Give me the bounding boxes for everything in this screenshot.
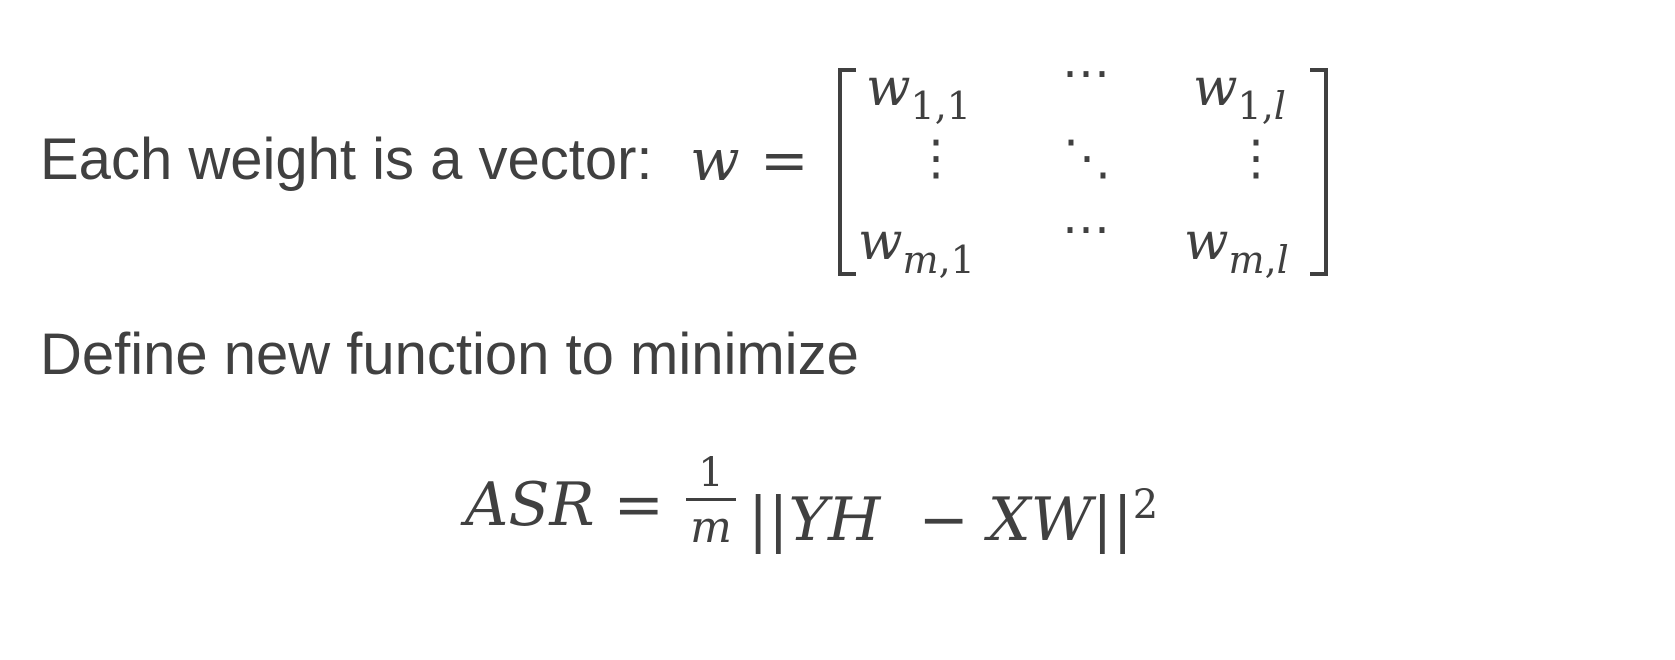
matrix-cell-subscript-var: l [1273,84,1286,128]
norm-close: || [1092,485,1133,555]
matrix-vdots-left: ⋮ [912,130,960,186]
minus-sign: − [918,485,969,555]
term-yh: YH [788,485,881,555]
equals-sign: = [760,126,809,194]
matrix-cell-base: w [1193,58,1238,118]
matrix-left-bracket [838,68,856,276]
matrix-cell-w-m-1: wm,1 [858,212,975,290]
matrix-cell-w-1-1: w1,1 [866,58,971,136]
vector-definition-label: Each weight is a vector: [40,127,653,192]
vector-definition-text: Each weight is a vector: [40,125,653,195]
fraction-denominator: m [690,502,732,553]
asr-lhs: ASR = [465,470,664,540]
matrix-vdots-right: ⋮ [1232,130,1280,186]
fraction-numerator: 1 [698,450,724,496]
matrix-cell-w-1-l: w1,l [1193,58,1286,136]
matrix-cell-subscript-comma: , [1264,238,1277,282]
matrix-right-bracket [1310,68,1328,276]
matrix-cell-w-m-l: wm,l [1184,212,1289,290]
matrix-cell-subscript-var: m [1228,238,1265,282]
matrix-cell-subscript-var: l [1276,238,1289,282]
matrix-cell-subscript: ,1 [938,238,975,282]
norm-open: || [748,485,789,555]
matrix-hdots-bottom: ⋯ [1062,201,1110,257]
matrix-cell-subscript: 1, [1237,84,1274,128]
fraction-bar [686,498,736,501]
matrix-cell-subscript-var: m [902,238,939,282]
matrix-cell-base: w [858,212,903,272]
weight-variable: w [690,126,740,194]
term-xw: XW [987,485,1093,555]
norm-expression: ||YH − XW||2 [748,470,1158,555]
define-function-text: Define new function to minimize [40,322,859,387]
exponent: 2 [1132,482,1159,528]
matrix-hdots-top: ⋯ [1062,45,1110,101]
fraction-one-over-m: 1 m [686,450,736,553]
matrix-cell-base: w [866,58,911,118]
matrix-cell-subscript: 1,1 [910,84,971,128]
matrix-cell-base: w [1184,212,1229,272]
matrix-ddots: ⋱ [1063,130,1111,186]
